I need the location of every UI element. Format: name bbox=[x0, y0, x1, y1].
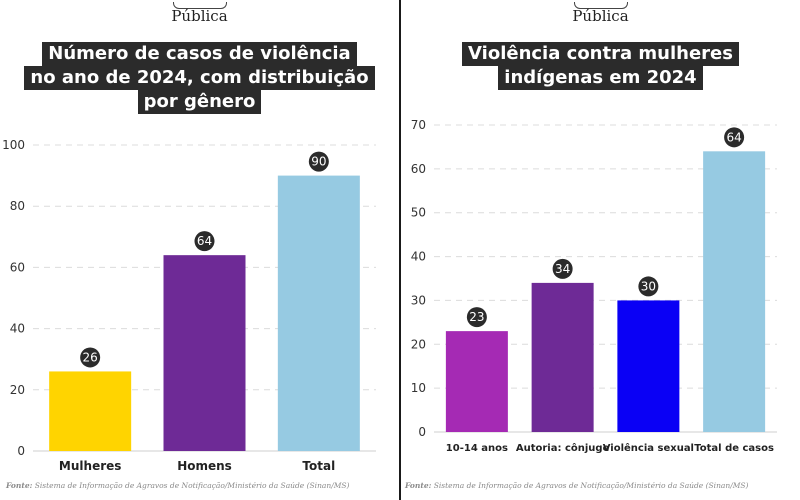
value-badge bbox=[466, 307, 487, 328]
y-tick-label: 0 bbox=[418, 425, 426, 439]
bar-homens bbox=[163, 255, 246, 451]
y-tick-label: 50 bbox=[411, 206, 426, 220]
bar-chart-gender: 0 20 40 60 80 100 26 Mulheres 64 Homens 90 Total bbox=[2, 138, 376, 473]
bar-total bbox=[277, 175, 360, 451]
value-badge bbox=[80, 347, 101, 368]
source-text: Sistema de Informação de Agravos de Noti… bbox=[34, 481, 350, 490]
source-label: Fonte: bbox=[405, 481, 432, 490]
logo-brace-icon bbox=[573, 2, 628, 9]
bar-chart-indigenous-women: 0 10 20 30 40 50 60 70 23 10-14 anos 34 Autoria: cô… bbox=[411, 118, 777, 454]
chart-title-line: Número de casos de violência bbox=[42, 42, 357, 66]
data-label: 23 bbox=[469, 310, 484, 324]
panel-divider bbox=[399, 0, 401, 500]
value-badge bbox=[308, 151, 329, 172]
x-tick-label: Total de casos bbox=[694, 443, 774, 454]
y-tick-label: 100 bbox=[2, 138, 25, 152]
value-badge bbox=[724, 127, 745, 148]
chart-title-line: por gênero bbox=[137, 90, 262, 114]
bar-10-14-anos bbox=[445, 331, 508, 432]
x-tick-label: Violência sexual bbox=[603, 442, 694, 454]
chart-title-line: indígenas em 2024 bbox=[498, 66, 703, 90]
y-tick-label: 20 bbox=[10, 383, 25, 397]
y-tick-label: 70 bbox=[411, 118, 426, 132]
y-tick-label: 80 bbox=[10, 199, 25, 213]
y-tick-label: 60 bbox=[411, 162, 426, 176]
x-tick-label: Autoria: cônjuge bbox=[516, 442, 610, 454]
source-note: Fonte: Sistema de Informação de Agravos … bbox=[405, 481, 748, 490]
chart-panel-left: Pública Número de casos de violência no … bbox=[0, 0, 399, 500]
bar-total-de-casos bbox=[703, 151, 766, 433]
brand-name: Pública bbox=[171, 7, 228, 25]
data-label: 30 bbox=[641, 279, 656, 293]
data-label: 26 bbox=[83, 350, 98, 364]
data-label: 34 bbox=[555, 262, 570, 276]
chart-title: Violência contra mulheres indígenas em 2… bbox=[401, 42, 800, 90]
bar-autoria-c-njuge bbox=[531, 282, 594, 432]
data-label: 90 bbox=[311, 155, 326, 169]
chart-title-line: Violência contra mulheres bbox=[462, 42, 739, 66]
logo-brace-icon bbox=[172, 2, 227, 9]
y-tick-label: 10 bbox=[411, 381, 426, 395]
x-tick-label: 10-14 anos bbox=[446, 443, 508, 454]
value-badge bbox=[552, 258, 573, 279]
bar-viol-ncia-sexual bbox=[617, 300, 680, 432]
y-tick-label: 40 bbox=[411, 250, 426, 264]
x-tick-label: Mulheres bbox=[59, 459, 121, 473]
data-label: 64 bbox=[726, 130, 741, 144]
y-tick-label: 60 bbox=[10, 260, 25, 274]
chart-title-line: no ano de 2024, com distribuição bbox=[24, 66, 375, 90]
x-tick-label: Total bbox=[302, 459, 335, 473]
value-badge bbox=[194, 231, 215, 252]
chart-panel-right: Pública Violência contra mulheres indíge… bbox=[401, 0, 800, 500]
value-badge bbox=[638, 276, 659, 297]
brand-name: Pública bbox=[572, 7, 629, 25]
x-tick-label: Homens bbox=[177, 459, 232, 473]
source-label: Fonte: bbox=[6, 481, 33, 490]
source-text: Sistema de Informação de Agravos de Noti… bbox=[433, 481, 749, 490]
y-tick-label: 40 bbox=[10, 322, 25, 336]
y-tick-label: 0 bbox=[17, 444, 25, 458]
publica-logo: Pública bbox=[0, 2, 399, 25]
chart-title: Número de casos de violência no ano de 2… bbox=[0, 42, 399, 114]
y-tick-label: 30 bbox=[411, 293, 426, 307]
source-note: Fonte: Sistema de Informação de Agravos … bbox=[6, 481, 349, 490]
bar-mulheres bbox=[49, 371, 132, 451]
publica-logo: Pública bbox=[401, 2, 800, 25]
data-label: 64 bbox=[197, 234, 212, 248]
y-tick-label: 20 bbox=[411, 337, 426, 351]
